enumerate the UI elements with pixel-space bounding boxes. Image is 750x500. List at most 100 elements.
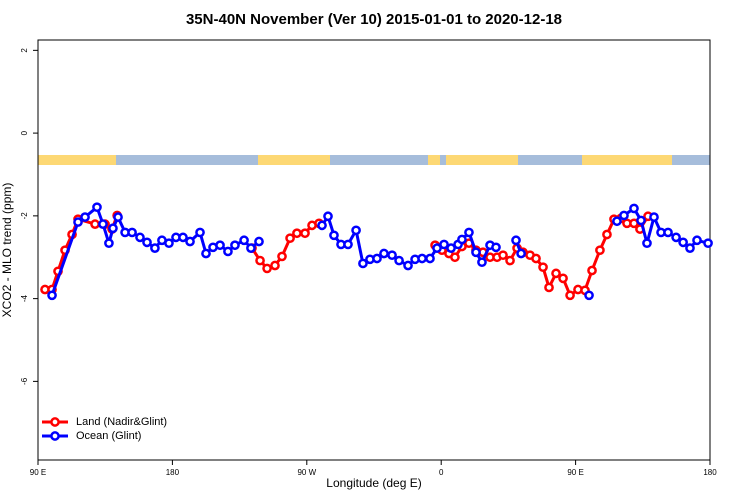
data-point	[254, 236, 264, 247]
series	[47, 202, 713, 301]
data-point	[671, 232, 681, 243]
y-axis-label: XCO2 - MLO trend (ppm)	[0, 183, 14, 318]
data-point	[642, 238, 652, 249]
data-point	[223, 246, 233, 257]
data-point	[292, 228, 302, 239]
y-tick-label: -4	[20, 295, 29, 303]
data-point	[685, 243, 695, 253]
data-point	[246, 243, 256, 253]
data-point	[544, 282, 554, 293]
legend: Land (Nadir&Glint) Ocean (Glint)	[42, 416, 167, 442]
data-point	[477, 257, 487, 268]
data-point	[663, 227, 673, 238]
data-point	[432, 243, 442, 253]
data-point	[464, 227, 474, 238]
data-point	[439, 239, 449, 250]
data-point	[127, 227, 137, 238]
legend-label: Ocean (Glint)	[76, 430, 141, 442]
data-point	[551, 268, 561, 279]
data-point	[135, 232, 145, 243]
land-ocean-strip	[38, 155, 710, 165]
data-point	[80, 212, 90, 222]
y-tick-label: -2	[20, 212, 29, 220]
data-point	[372, 253, 382, 264]
data-point	[285, 233, 295, 244]
x-tick-label: 90 E	[30, 468, 46, 477]
data-point	[595, 245, 605, 256]
data-point	[619, 210, 629, 221]
land-strip	[582, 155, 672, 165]
ocean-strip	[38, 155, 710, 165]
data-point	[471, 247, 481, 258]
data-point	[185, 236, 195, 247]
x-tick-label: 90 E	[567, 468, 583, 477]
x-tick-label: 180	[703, 468, 717, 477]
y-tick-label: -6	[20, 377, 29, 385]
data-point	[587, 265, 597, 276]
data-point	[113, 212, 123, 222]
data-point	[255, 255, 265, 266]
data-point	[387, 250, 397, 261]
data-point	[300, 228, 310, 239]
data-point	[403, 260, 413, 271]
data-point	[178, 232, 188, 243]
data-point	[450, 252, 460, 263]
land-strip	[446, 155, 518, 165]
data-point	[98, 219, 108, 229]
plot-frame	[37, 39, 711, 461]
data-point	[565, 290, 575, 301]
data-point	[73, 217, 83, 227]
data-point	[491, 242, 501, 253]
data-point	[47, 290, 57, 301]
chart-title: 35N-40N November (Ver 10) 2015-01-01 to …	[186, 11, 562, 28]
data-point	[505, 255, 515, 266]
land-strip	[38, 155, 116, 165]
data-point	[92, 202, 102, 213]
data-point	[108, 223, 118, 234]
land-strip	[258, 155, 330, 165]
data-point	[270, 260, 280, 271]
data-point	[584, 290, 594, 301]
data-point	[215, 240, 225, 251]
data-point	[417, 253, 427, 264]
y-tick-label: 0	[20, 130, 29, 135]
data-point	[195, 227, 205, 238]
x-tick-label: 90 W	[297, 468, 316, 477]
data-point	[629, 203, 639, 214]
data-point	[538, 262, 548, 273]
data-point	[343, 239, 353, 250]
data-point	[317, 220, 327, 231]
data-point	[358, 258, 368, 269]
data-point	[692, 235, 702, 246]
data-point	[457, 234, 467, 245]
data-point	[329, 230, 339, 241]
data-point	[612, 216, 622, 227]
legend-marker	[50, 417, 60, 427]
data-point	[558, 273, 568, 284]
data-point	[516, 248, 526, 259]
data-point	[323, 211, 333, 222]
data-point	[351, 225, 361, 236]
data-point	[201, 248, 211, 259]
data-point	[150, 243, 160, 253]
data-point	[531, 253, 541, 264]
x-tick-label: 0	[439, 468, 444, 477]
data-point	[498, 250, 508, 261]
data-point	[164, 238, 174, 249]
data-point	[425, 253, 435, 264]
data-point	[142, 237, 152, 248]
data-point	[678, 237, 688, 248]
data-point	[277, 251, 287, 262]
land-strip	[428, 155, 440, 165]
data-point	[230, 240, 240, 251]
data-point	[379, 248, 389, 259]
data-point	[104, 238, 114, 249]
legend-marker	[50, 431, 60, 441]
legend-label: Land (Nadir&Glint)	[76, 416, 167, 428]
x-axis-label: Longitude (deg E)	[326, 476, 421, 490]
y-tick-label: 2	[20, 48, 29, 53]
data-point	[636, 215, 646, 226]
data-point	[394, 255, 404, 266]
data-point	[262, 263, 272, 274]
data-point	[511, 235, 521, 246]
